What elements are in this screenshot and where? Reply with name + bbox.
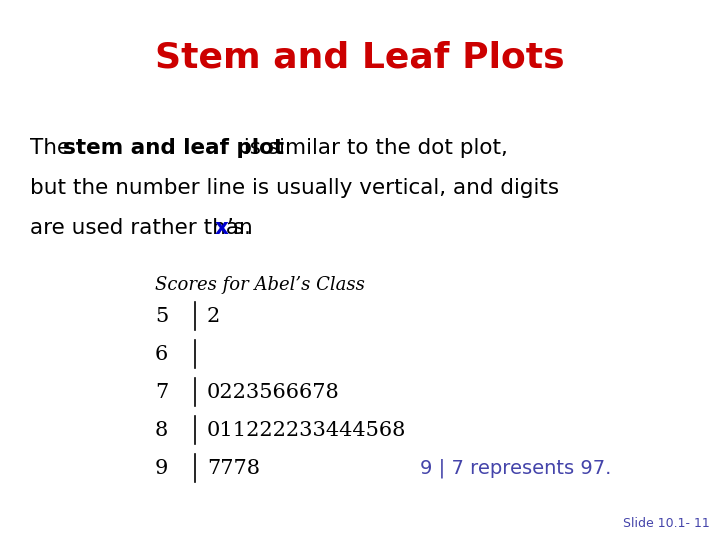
Text: 6: 6 bbox=[155, 345, 168, 363]
Text: are used rather than: are used rather than bbox=[30, 218, 260, 238]
Text: x: x bbox=[215, 218, 229, 238]
Text: Stem and Leaf Plots: Stem and Leaf Plots bbox=[156, 41, 564, 75]
Text: 7: 7 bbox=[155, 382, 168, 402]
Text: Slide 10.1- 11: Slide 10.1- 11 bbox=[624, 517, 710, 530]
Text: 011222233444568: 011222233444568 bbox=[207, 421, 406, 440]
Text: The: The bbox=[30, 138, 77, 158]
Text: 8: 8 bbox=[155, 421, 168, 440]
Text: 9 | 7 represents 97.: 9 | 7 represents 97. bbox=[420, 458, 611, 478]
Text: 7778: 7778 bbox=[207, 458, 260, 477]
Text: Scores for Abel’s Class: Scores for Abel’s Class bbox=[155, 276, 365, 294]
Text: stem and leaf plot: stem and leaf plot bbox=[63, 138, 284, 158]
Text: ’s.: ’s. bbox=[226, 218, 251, 238]
Text: 9: 9 bbox=[155, 458, 168, 477]
Text: 5: 5 bbox=[155, 307, 168, 326]
Text: 2: 2 bbox=[207, 307, 220, 326]
Text: 0223566678: 0223566678 bbox=[207, 382, 340, 402]
Text: but the number line is usually vertical, and digits: but the number line is usually vertical,… bbox=[30, 178, 559, 198]
Text: is similar to the dot plot,: is similar to the dot plot, bbox=[237, 138, 508, 158]
